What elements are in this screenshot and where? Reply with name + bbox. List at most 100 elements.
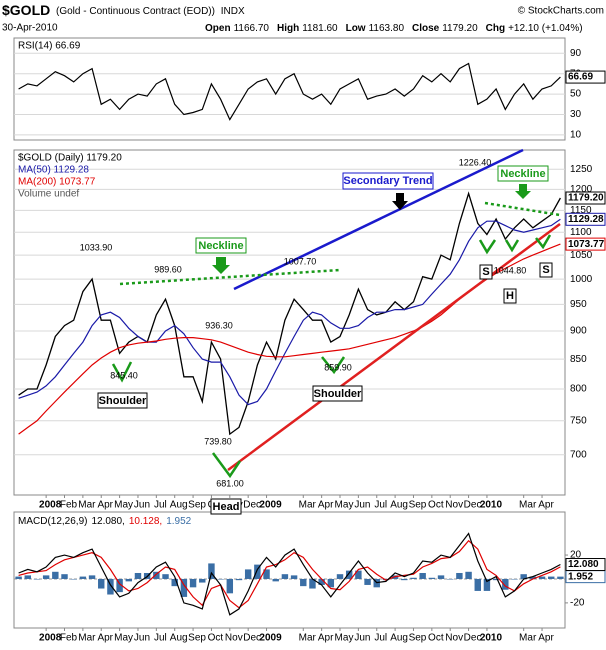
check-mark bbox=[478, 239, 497, 255]
label-box bbox=[312, 385, 363, 402]
macd-panel bbox=[13, 511, 566, 629]
x-tick-label: Apr bbox=[318, 633, 334, 644]
check-mark bbox=[211, 452, 242, 479]
histogram-bar bbox=[502, 578, 509, 590]
x-tick-label: Jun bbox=[354, 633, 370, 644]
quote-label: Chg bbox=[486, 23, 505, 34]
x-tick-label: Aug bbox=[390, 500, 408, 511]
x-tick-label: 2008 bbox=[39, 500, 62, 511]
histogram-bar bbox=[364, 578, 371, 585]
histogram-bar bbox=[456, 572, 463, 579]
histogram-bar bbox=[309, 578, 316, 589]
histogram-bar bbox=[263, 569, 270, 579]
arrow bbox=[212, 257, 230, 274]
y-tick-label: 1000 bbox=[570, 274, 593, 285]
legend-entry: 1.952 bbox=[166, 516, 191, 527]
x-tick-label: Sep bbox=[409, 633, 427, 644]
legend-entry: MA(200) 1073.77 bbox=[18, 177, 96, 188]
annotation: H bbox=[506, 290, 514, 302]
annotation: S bbox=[482, 266, 489, 278]
x-tick-label: Feb bbox=[60, 500, 78, 511]
y-tick-label: 850 bbox=[570, 354, 587, 365]
histogram-bar bbox=[61, 574, 68, 579]
quote-label: Low bbox=[346, 23, 366, 34]
check-mark bbox=[535, 234, 552, 250]
x-tick-label: Aug bbox=[170, 633, 188, 644]
histogram-bar bbox=[483, 578, 491, 591]
histogram-bar bbox=[511, 578, 518, 580]
legend-entry: MA(50) 1129.28 bbox=[18, 165, 89, 176]
x-tick-label: Mar bbox=[519, 500, 537, 511]
x-tick-label: Dec bbox=[464, 633, 482, 644]
x-tick-label: Aug bbox=[170, 500, 188, 511]
label-box bbox=[479, 264, 493, 280]
histogram-bar bbox=[419, 572, 426, 579]
x-tick-label: Nov bbox=[445, 500, 463, 511]
annotation: 859.90 bbox=[324, 362, 352, 372]
histogram-bar bbox=[134, 572, 142, 579]
value-tag-box bbox=[565, 558, 606, 572]
value-tag: 66.69 bbox=[568, 72, 593, 83]
value-tag-box bbox=[565, 191, 606, 205]
annotation: Secondary Trend bbox=[343, 175, 432, 187]
x-tick-label: Mar bbox=[78, 633, 96, 644]
legend-entry: $GOLD (Daily) 1179.20 bbox=[18, 153, 122, 164]
y-tick-label: 1050 bbox=[570, 250, 593, 261]
y-tick-label: 1250 bbox=[570, 164, 593, 175]
x-tick-label: 2010 bbox=[480, 633, 503, 644]
y-tick-label: 90 bbox=[570, 48, 582, 59]
histogram-bar bbox=[88, 575, 96, 579]
histogram-bar bbox=[272, 578, 279, 582]
description: (Gold - Continuous Contract (EOD)) bbox=[56, 6, 215, 17]
histogram-bar bbox=[557, 576, 564, 579]
x-tick-label: Apr bbox=[97, 500, 113, 511]
check-mark bbox=[111, 361, 133, 383]
trend-line bbox=[233, 148, 524, 291]
histogram-bar bbox=[171, 578, 178, 587]
annotation: 1044.80 bbox=[494, 265, 527, 275]
series-line bbox=[18, 218, 561, 406]
x-tick-label: 2010 bbox=[480, 500, 503, 511]
histogram-bar bbox=[107, 578, 114, 595]
x-tick-label: May bbox=[335, 633, 354, 644]
histogram-bar bbox=[529, 576, 537, 579]
value-tag: 1073.77 bbox=[568, 239, 605, 250]
x-tick-label: Jun bbox=[354, 500, 370, 511]
histogram-bar bbox=[162, 574, 169, 579]
check-mark bbox=[321, 356, 346, 375]
x-tick-label: Apr bbox=[538, 633, 554, 644]
x-tick-label: Nov bbox=[225, 633, 243, 644]
x-tick-label: Mar bbox=[78, 500, 96, 511]
series-line bbox=[18, 539, 561, 609]
histogram-bar bbox=[116, 578, 123, 593]
quote-value: +12.10 (+1.04%) bbox=[508, 23, 583, 34]
value-tag-box bbox=[565, 212, 606, 226]
arrow bbox=[392, 193, 408, 210]
histogram-bar bbox=[410, 577, 417, 579]
series-line bbox=[18, 191, 561, 436]
source: © StockCharts.com bbox=[518, 6, 604, 17]
legend-indicator: MACD(12,26,9) bbox=[18, 516, 87, 527]
x-tick-label: Jul bbox=[374, 633, 387, 644]
x-tick-label: Oct bbox=[428, 500, 444, 511]
x-tick-label: Nov bbox=[445, 633, 463, 644]
x-tick-label: 2009 bbox=[259, 633, 282, 644]
x-tick-label: Jun bbox=[134, 633, 150, 644]
histogram-bar bbox=[24, 575, 31, 579]
label-box bbox=[195, 237, 247, 254]
x-tick-label: Dec bbox=[243, 500, 261, 511]
histogram-bar bbox=[465, 571, 472, 579]
y-tick-label: 10 bbox=[570, 130, 582, 141]
y-tick-label: 1200 bbox=[570, 184, 593, 195]
x-tick-label: Dec bbox=[243, 633, 261, 644]
x-tick-label: 2009 bbox=[259, 500, 282, 511]
histogram-bar bbox=[254, 564, 261, 579]
histogram-bar bbox=[492, 578, 500, 581]
histogram-bar bbox=[15, 576, 22, 579]
histogram-bar bbox=[244, 569, 252, 579]
x-tick-label: Sep bbox=[409, 500, 427, 511]
x-tick-label: Jul bbox=[374, 500, 387, 511]
quote-value: 1181.60 bbox=[302, 23, 338, 34]
legend: MACD(12,26,9) 12.080, 10.128, 1.952 bbox=[18, 516, 192, 527]
y-tick-label: 900 bbox=[570, 326, 587, 337]
